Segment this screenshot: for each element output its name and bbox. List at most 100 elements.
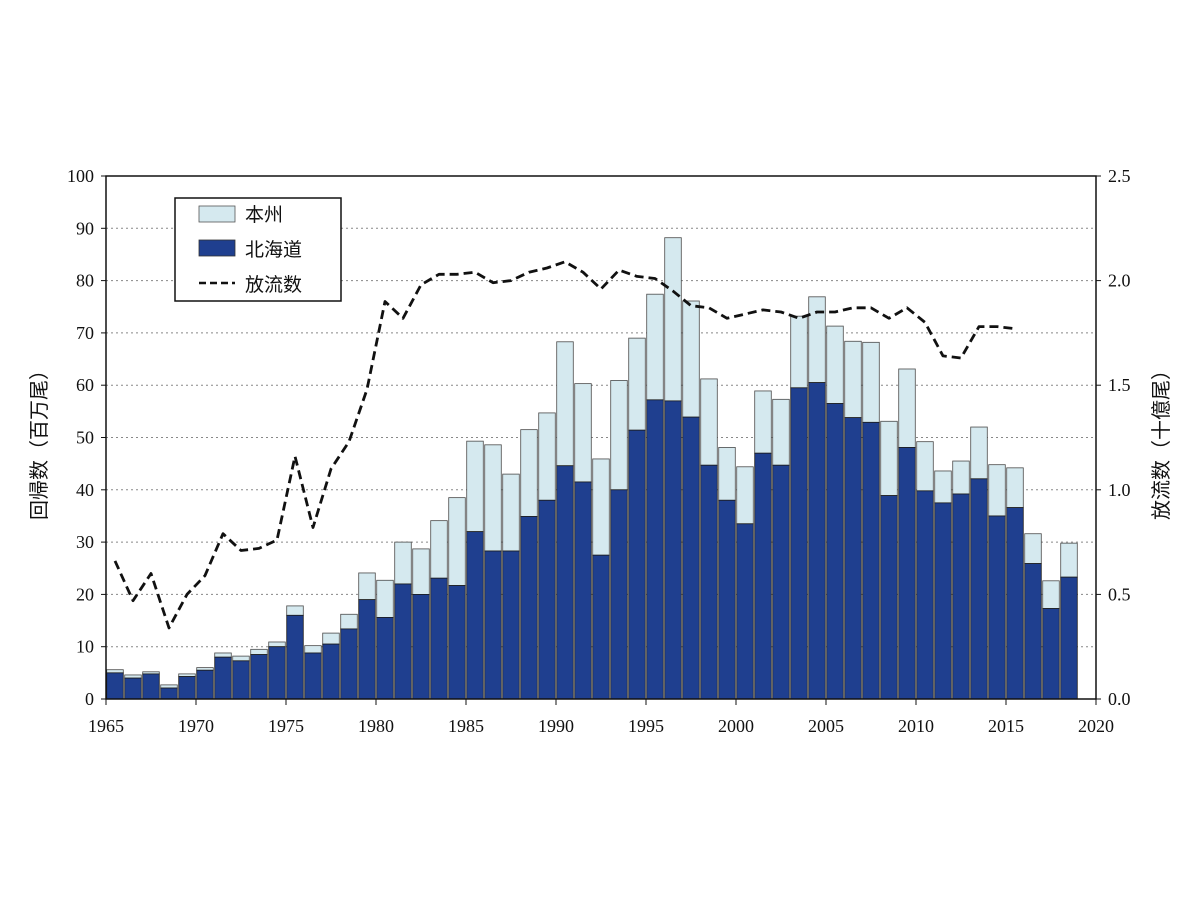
y-right-tick-label: 0.0: [1108, 689, 1131, 709]
bar-honshu: [520, 429, 538, 517]
bar-honshu: [880, 420, 898, 496]
bar-honshu: [556, 341, 574, 467]
legend-label-hokkaido: 北海道: [245, 239, 302, 261]
bar-honshu: [574, 383, 592, 483]
y-left-tick-label: 90: [76, 218, 94, 238]
bar-honshu: [592, 458, 610, 556]
bar-hokkaido: [538, 499, 556, 700]
bar-honshu: [376, 579, 394, 618]
bar-honshu: [1006, 467, 1024, 508]
y-left-tick-label: 70: [76, 323, 94, 343]
bar-honshu: [772, 398, 790, 466]
y-left-tick-label: 80: [76, 271, 94, 291]
bar-hokkaido: [556, 465, 574, 700]
x-tick-label: 2000: [718, 716, 754, 736]
bar-honshu: [214, 652, 232, 658]
bar-hokkaido: [808, 382, 826, 700]
x-tick-label: 1970: [178, 716, 214, 736]
bar-hokkaido: [574, 481, 592, 700]
bar-honshu: [502, 473, 520, 552]
bar-hokkaido: [412, 594, 430, 700]
bar-hokkaido: [628, 429, 646, 700]
bar-hokkaido: [232, 660, 250, 700]
legend-label-honshu: 本州: [245, 204, 283, 226]
bar-hokkaido: [934, 502, 952, 700]
bar-hokkaido: [610, 489, 628, 700]
bar-honshu: [484, 444, 502, 552]
bar-honshu: [106, 669, 124, 674]
bar-hokkaido: [592, 554, 610, 700]
bar-honshu: [394, 541, 412, 585]
bar-honshu: [826, 325, 844, 404]
x-tick-label: 1975: [268, 716, 304, 736]
bar-honshu: [340, 613, 358, 630]
bar-hokkaido: [340, 628, 358, 700]
bar-honshu: [1024, 533, 1042, 564]
x-tick-label: 2020: [1078, 716, 1114, 736]
bar-honshu: [124, 674, 142, 679]
bar-honshu: [538, 412, 556, 501]
bar-honshu: [988, 464, 1006, 517]
y-left-tick-label: 100: [67, 166, 94, 186]
release-line-path: [113, 260, 1016, 630]
y-left-tick-label: 50: [76, 428, 94, 448]
bar-honshu: [430, 520, 448, 579]
x-axis-ticks: 1965 1970 1975 1980 1985 1990 1995 2000 2005 2010…: [88, 699, 1114, 736]
bar-hokkaido: [1006, 507, 1024, 700]
bar-honshu: [934, 470, 952, 504]
bar-hokkaido: [286, 614, 304, 700]
bar-hokkaido: [664, 400, 682, 700]
bar-honshu: [628, 337, 646, 431]
bar-hokkaido: [790, 387, 808, 700]
x-tick-label: 2015: [988, 716, 1024, 736]
bar-hokkaido: [358, 599, 376, 700]
bars: [106, 237, 1078, 700]
bar-hokkaido: [1042, 608, 1060, 700]
bar-honshu: [754, 390, 772, 454]
bar-hokkaido: [502, 550, 520, 700]
bar-hokkaido: [844, 417, 862, 700]
bar-hokkaido: [970, 478, 988, 700]
bar-hokkaido: [862, 421, 880, 700]
bar-hokkaido: [322, 643, 340, 700]
bar-honshu: [682, 300, 700, 418]
bar-honshu: [268, 641, 286, 648]
release-line: [113, 260, 1016, 630]
bar-honshu: [286, 605, 304, 616]
bar-honshu: [718, 447, 736, 501]
bar-hokkaido: [898, 447, 916, 700]
bar-hokkaido: [214, 656, 232, 700]
bar-hokkaido: [988, 515, 1006, 700]
y-left-tick-label: 60: [76, 375, 94, 395]
y-left-tick-label: 20: [76, 584, 94, 604]
bar-hokkaido: [178, 676, 196, 700]
x-tick-label: 1985: [448, 716, 484, 736]
bar-hokkaido: [106, 672, 124, 700]
bar-honshu: [322, 632, 340, 645]
bar-honshu: [304, 645, 322, 654]
bar-hokkaido: [754, 452, 772, 700]
bar-honshu: [862, 341, 880, 423]
bar-honshu: [808, 296, 826, 383]
bar-hokkaido: [736, 523, 754, 700]
y-right-tick-label: 2.0: [1108, 271, 1131, 291]
x-tick-label: 2010: [898, 716, 934, 736]
y-right-tick-label: 1.0: [1108, 480, 1131, 500]
legend-label-release: 放流数: [245, 274, 302, 296]
bar-hokkaido: [646, 399, 664, 700]
bar-hokkaido: [484, 550, 502, 700]
bar-honshu: [844, 340, 862, 419]
x-tick-label: 1965: [88, 716, 124, 736]
bar-honshu: [358, 572, 376, 601]
bar-hokkaido: [376, 617, 394, 700]
legend-swatch-hokkaido: [198, 239, 236, 257]
y-right-tick-label: 2.5: [1108, 166, 1131, 186]
bar-hokkaido: [466, 531, 484, 700]
bar-honshu: [790, 315, 808, 389]
bar-hokkaido: [1024, 563, 1042, 700]
bar-hokkaido: [826, 403, 844, 700]
x-tick-label: 1995: [628, 716, 664, 736]
bar-honshu: [700, 378, 718, 466]
bar-hokkaido: [1060, 576, 1078, 700]
bar-hokkaido: [394, 583, 412, 700]
